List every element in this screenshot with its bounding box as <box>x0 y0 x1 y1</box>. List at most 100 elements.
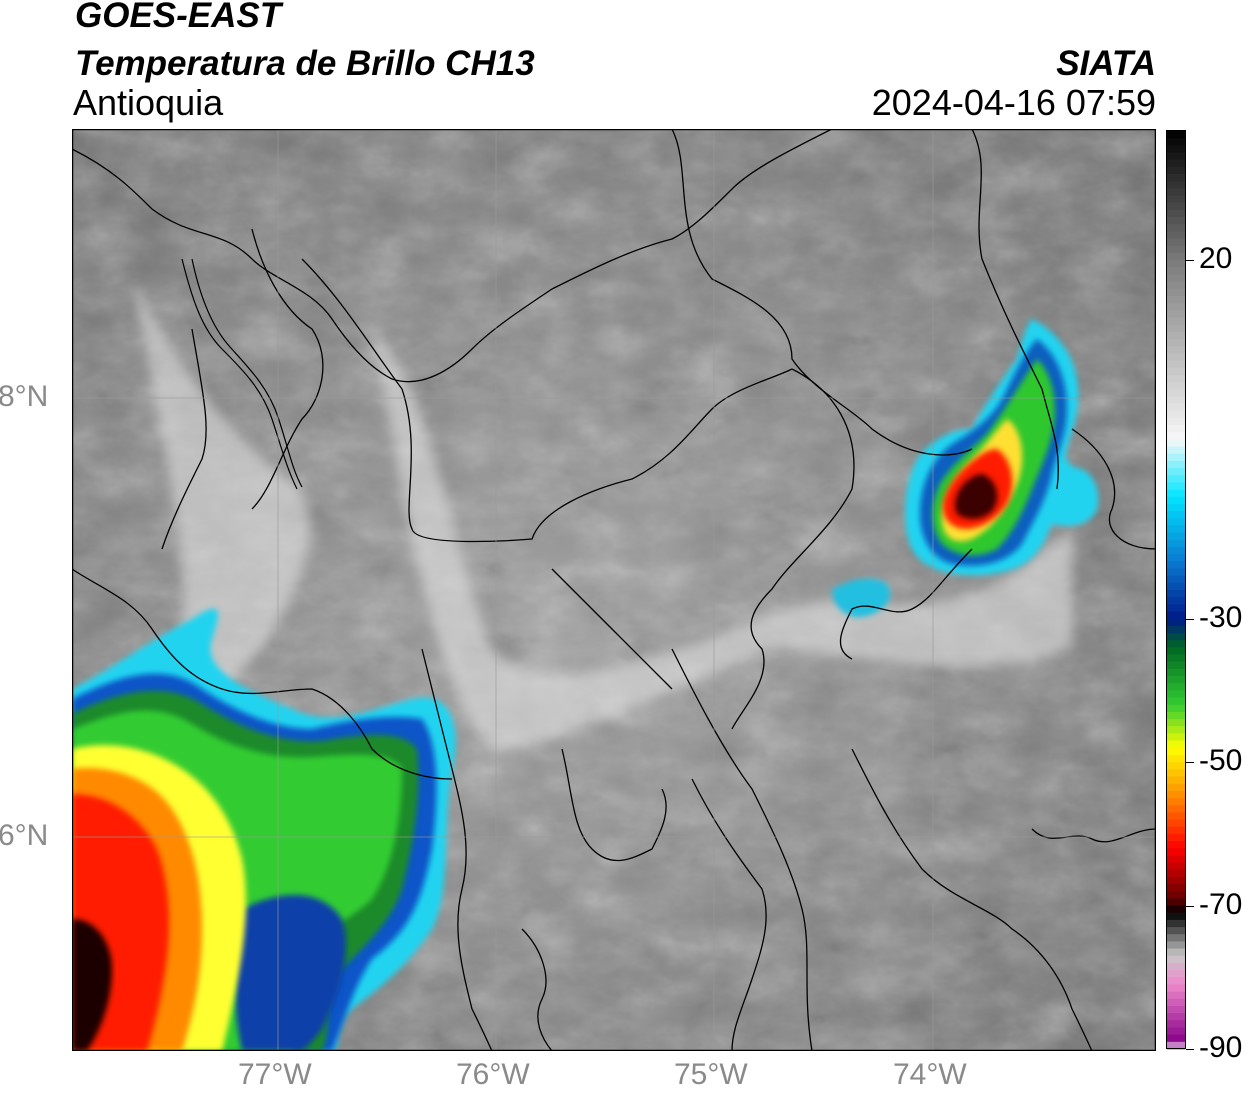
colorbar-segment <box>1167 561 1185 570</box>
colorbar-segment <box>1167 410 1185 419</box>
colorbar-segment <box>1167 618 1185 627</box>
colorbar-segment <box>1167 432 1185 440</box>
colorbar-segment <box>1167 131 1185 139</box>
cold-cloud-contour <box>72 919 112 1051</box>
colorbar-segment <box>1167 697 1185 706</box>
colorbar-segment <box>1167 869 1185 878</box>
colorbar-tick-mark <box>1186 618 1194 620</box>
colorbar-segment <box>1167 726 1185 735</box>
colorbar-segment <box>1167 747 1185 756</box>
colorbar-segment <box>1167 324 1185 333</box>
colorbar-segment <box>1167 797 1185 806</box>
region-label: Antioquia <box>73 82 224 123</box>
colorbar-segment <box>1167 833 1185 842</box>
colorbar-segment <box>1167 984 1185 993</box>
colorbar-segment <box>1167 676 1185 684</box>
colorbar-segment <box>1167 518 1185 527</box>
colorbar-segment <box>1167 790 1185 799</box>
colorbar-segment <box>1167 912 1185 921</box>
colorbar-segment <box>1167 970 1185 978</box>
colorbar-segment <box>1167 898 1185 907</box>
lon-label-74w: 74°W <box>893 1058 967 1091</box>
colorbar-segment <box>1167 769 1185 778</box>
colorbar-segment <box>1167 776 1185 785</box>
colorbar-tick-label: 20 <box>1199 242 1233 276</box>
colorbar-segment <box>1167 274 1185 283</box>
colorbar-segment <box>1167 181 1185 189</box>
colorbar-segment <box>1167 188 1185 197</box>
agency-label: SIATA <box>1056 44 1156 83</box>
colorbar-segment <box>1167 841 1185 849</box>
colorbar-tick-mark <box>1186 1049 1194 1050</box>
colorbar-segment <box>1167 245 1185 254</box>
colorbar-segment <box>1167 260 1185 268</box>
cirrus-band <box>132 279 1072 749</box>
colorbar-segment <box>1167 288 1185 297</box>
colorbar-segment <box>1167 905 1185 914</box>
colorbar-segment <box>1167 231 1185 240</box>
colorbar-segment <box>1167 927 1185 935</box>
colorbar-segment <box>1167 145 1185 154</box>
colorbar-segment <box>1167 303 1185 311</box>
colorbar-segment <box>1167 310 1185 319</box>
colorbar-segment <box>1167 338 1185 347</box>
colorbar-segment <box>1167 582 1185 591</box>
colorbar-segment <box>1167 948 1185 957</box>
colorbar-segment <box>1167 174 1185 182</box>
colorbar-segment <box>1167 317 1185 326</box>
colorbar-tick-mark <box>1186 905 1194 907</box>
colorbar-segment <box>1167 353 1185 362</box>
colorbar-segment <box>1167 453 1185 462</box>
colorbar-segment <box>1167 754 1185 763</box>
colorbar-segment <box>1167 575 1185 584</box>
colorbar-segment <box>1167 1041 1185 1050</box>
colorbar-segment <box>1167 977 1185 986</box>
colorbar-segment <box>1167 1005 1185 1014</box>
colorbar-segment <box>1167 884 1185 892</box>
colorbar-segment <box>1167 640 1185 648</box>
colorbar-tick-mark <box>1186 762 1194 764</box>
temperature-colorbar <box>1166 130 1186 1050</box>
colorbar-segment <box>1167 331 1185 340</box>
colorbar-segment <box>1167 991 1185 1000</box>
colorbar-segment <box>1167 367 1185 376</box>
colorbar-segment <box>1167 855 1185 864</box>
colorbar-segment <box>1167 554 1185 562</box>
colorbar-segment <box>1167 374 1185 383</box>
colorbar-segment <box>1167 654 1185 663</box>
cold-cloud-contour <box>234 895 346 1051</box>
lon-label-76w: 76°W <box>456 1058 530 1091</box>
colorbar-segment <box>1167 1013 1185 1021</box>
colorbar-segment <box>1167 525 1185 534</box>
colorbar-tick-label: -50 <box>1199 744 1243 778</box>
colorbar-segment <box>1167 934 1185 943</box>
colorbar-segment <box>1167 819 1185 828</box>
colorbar-segment <box>1167 955 1185 964</box>
colorbar-segment <box>1167 733 1185 742</box>
colorbar-segment <box>1167 1020 1185 1029</box>
colorbar-segment <box>1167 209 1185 218</box>
colorbar-segment <box>1167 489 1185 498</box>
cold-cloud-contour <box>955 474 998 519</box>
colorbar-segment <box>1167 704 1185 713</box>
colorbar-segment <box>1167 295 1185 304</box>
colorbar-segment <box>1167 396 1185 405</box>
colorbar-segment <box>1167 683 1185 692</box>
colorbar-segment <box>1167 826 1185 835</box>
lat-label-6n: 6°N <box>0 819 49 852</box>
colorbar-segment <box>1167 590 1185 598</box>
colorbar-segment <box>1167 719 1185 727</box>
colorbar-segment <box>1167 496 1185 505</box>
colorbar-segment <box>1167 382 1185 390</box>
colorbar-segment <box>1167 597 1185 605</box>
colorbar-segment <box>1167 568 1185 577</box>
lat-lon-grid <box>72 129 1156 1051</box>
colorbar-segment <box>1167 346 1185 354</box>
colorbar-segment <box>1167 152 1185 161</box>
colorbar-segment <box>1167 532 1185 541</box>
lon-label-77w: 77°W <box>238 1058 312 1091</box>
colorbar-segment <box>1167 539 1185 548</box>
colorbar-segment <box>1167 425 1185 433</box>
colorbar-segment <box>1167 941 1185 950</box>
colorbar-segment <box>1167 138 1185 146</box>
